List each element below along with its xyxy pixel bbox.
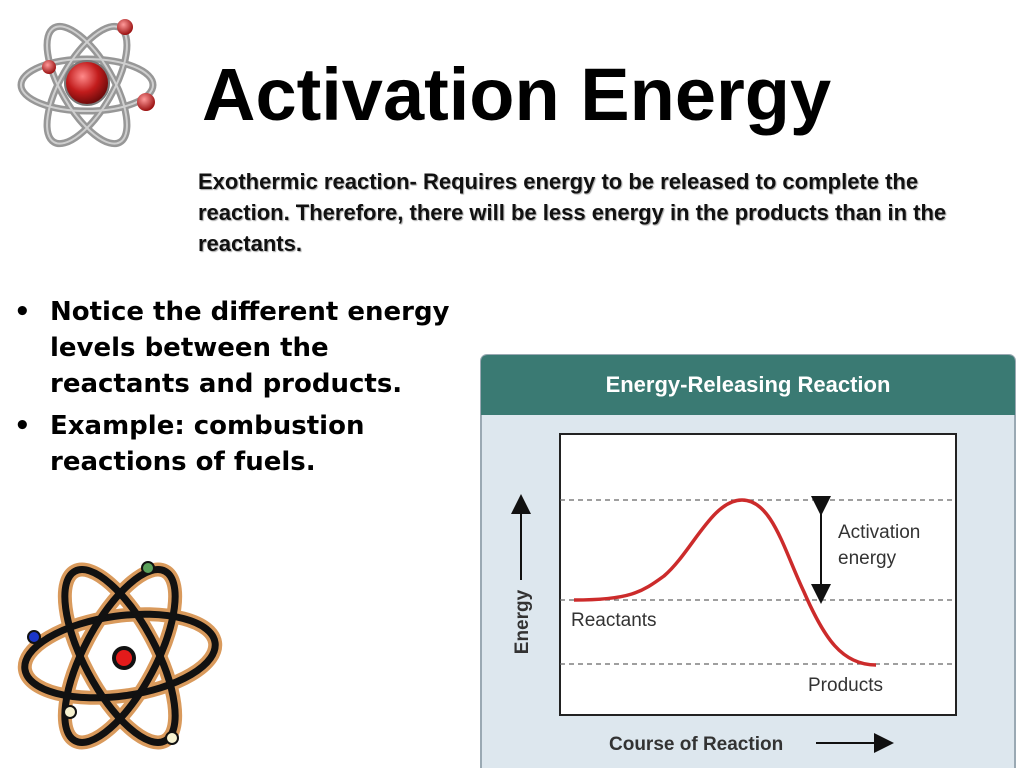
activation-label-line1: Activation xyxy=(838,522,920,543)
bullet-item: • Notice the different energy levels bet… xyxy=(14,297,450,399)
atom-cartoon-icon xyxy=(17,561,223,750)
reactants-label: Reactants xyxy=(571,610,657,631)
energy-diagram: Energy-Releasing Reaction Activation ene… xyxy=(480,354,1016,768)
activation-label-line2: energy xyxy=(838,548,897,569)
atom-icon xyxy=(17,19,157,148)
diagram-header-bg xyxy=(481,355,1015,415)
bullet-text: Example: combustion reactions of fuels. xyxy=(50,411,365,477)
bullet-text: Notice the different energy levels betwe… xyxy=(50,297,450,399)
diagram-header: Energy-Releasing Reaction xyxy=(606,372,891,397)
x-axis-label: Course of Reaction xyxy=(609,734,783,755)
slide-title: Activation Energy xyxy=(202,53,832,136)
bullet-item: • Example: combustion reactions of fuels… xyxy=(14,411,365,477)
plot-frame xyxy=(559,433,957,716)
slide-subtitle: Exothermic reaction- Requires energy to … xyxy=(198,169,947,256)
y-axis-label: Energy xyxy=(512,589,533,654)
products-label: Products xyxy=(808,675,883,696)
reaction-curve xyxy=(573,498,877,667)
bullet-list: • Notice the different energy levels bet… xyxy=(14,294,474,486)
